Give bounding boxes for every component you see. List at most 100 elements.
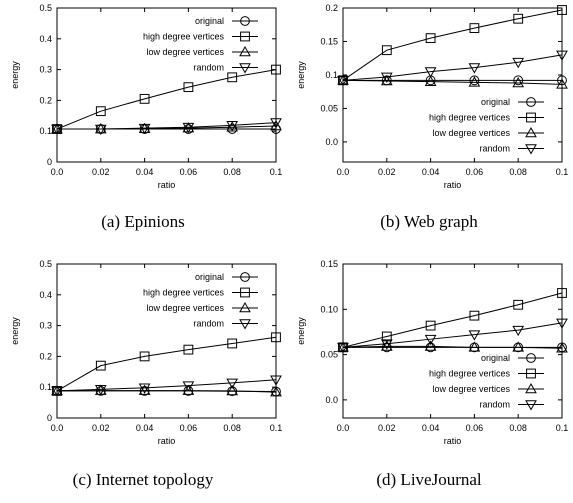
legend-marker-triangle-up bbox=[239, 45, 251, 57]
x-tick-label: 0.06 bbox=[180, 423, 198, 433]
data-point-square bbox=[95, 360, 106, 371]
legend-label: original bbox=[481, 97, 510, 107]
x-tick-label: 0.1 bbox=[556, 423, 569, 433]
data-point-triangle-down bbox=[337, 76, 349, 87]
data-point-square bbox=[183, 344, 194, 355]
x-tick-label: 0.08 bbox=[223, 423, 241, 433]
y-tick-label: 0.2 bbox=[39, 351, 52, 361]
legend-marker-circle bbox=[240, 16, 250, 26]
x-tick-label: 0.04 bbox=[136, 423, 154, 433]
series-line-square bbox=[342, 292, 563, 348]
series-line-triangle-down bbox=[57, 122, 277, 130]
data-point-triangle-down bbox=[380, 72, 393, 83]
data-point-circle bbox=[557, 75, 567, 86]
legend-marker-triangle-up bbox=[525, 382, 537, 394]
data-point-triangle-up bbox=[556, 78, 568, 89]
series-line-square bbox=[56, 336, 277, 392]
y-tick-label: 0.1 bbox=[325, 70, 338, 80]
data-point-triangle-down bbox=[138, 383, 151, 394]
legend-marker-triangle-down bbox=[525, 400, 537, 411]
data-point-triangle-up bbox=[94, 123, 107, 134]
legend-marker-triangle-down bbox=[525, 144, 537, 155]
data-point-triangle-down bbox=[424, 67, 437, 78]
y-tick-label: 0.05 bbox=[320, 350, 338, 360]
x-tick-label: 0.0 bbox=[337, 167, 350, 177]
x-tick-label: 0.02 bbox=[92, 167, 110, 177]
x-axis-label: ratio bbox=[444, 436, 462, 446]
legend-marker-square bbox=[240, 31, 250, 42]
legend-marker-triangle-up bbox=[239, 301, 251, 313]
data-point-square bbox=[271, 332, 281, 343]
chart-panel-b: 0.0 0.02 0.04 0.06 0.08 0.1 0.0 0.05 0.1 0.15 0.2 r… bbox=[286, 0, 572, 210]
legend-label: original bbox=[195, 16, 224, 26]
x-tick-label: 0.02 bbox=[92, 423, 110, 433]
data-point-triangle-down bbox=[226, 378, 239, 389]
data-point-square bbox=[469, 23, 480, 33]
legend-marker-square bbox=[526, 112, 536, 123]
series-line-triangle-up bbox=[342, 345, 563, 349]
data-point-triangle-down bbox=[270, 118, 282, 129]
data-point-triangle-down bbox=[468, 330, 481, 341]
legend-label: random bbox=[193, 319, 224, 329]
legend-marker-triangle-up bbox=[525, 126, 537, 138]
data-point-triangle-down bbox=[51, 124, 63, 136]
data-point-square bbox=[227, 338, 238, 349]
x-tick-label: 0.0 bbox=[337, 423, 350, 433]
legend-label: high degree vertices bbox=[143, 32, 225, 42]
plot-frame bbox=[56, 263, 277, 419]
caption-d: (d) LiveJournal bbox=[376, 470, 482, 489]
y-tick-label: 0.05 bbox=[320, 103, 338, 113]
data-point-square bbox=[557, 5, 567, 15]
data-point-square bbox=[381, 45, 392, 56]
x-tick-label: 0.0 bbox=[51, 423, 64, 433]
legend-label: high degree vertices bbox=[429, 369, 511, 379]
series-line-triangle-up bbox=[56, 390, 277, 393]
data-point-triangle-up bbox=[424, 340, 437, 351]
plot-frame bbox=[56, 7, 277, 163]
legend-label: original bbox=[481, 353, 510, 363]
data-point-triangle-up bbox=[182, 384, 195, 395]
data-point-square bbox=[425, 320, 436, 331]
x-tick-label: 0.04 bbox=[422, 423, 440, 433]
data-point-square bbox=[513, 299, 524, 310]
y-tick-label: 0.5 bbox=[39, 259, 52, 269]
chart-svg: 0.0 0.02 0.04 0.06 0.08 0.1 0 0.1 0.2 0.3 0.4 0.5 ra… bbox=[10, 259, 283, 446]
data-point-triangle-up bbox=[468, 341, 481, 352]
series-line-triangle-down bbox=[342, 322, 563, 348]
chart-panel-a: 0.0 0.02 0.04 0.06 0.08 0.1 0 0.1 0.2 0.3 0.4 0.5 ra… bbox=[0, 0, 286, 210]
legend-label: random bbox=[193, 63, 224, 73]
y-tick-label: 0.15 bbox=[320, 36, 338, 46]
x-tick-label: 0.1 bbox=[270, 167, 283, 177]
data-point-square bbox=[425, 33, 436, 44]
data-point-square bbox=[227, 72, 238, 83]
data-point-triangle-down bbox=[468, 63, 481, 74]
legend-marker-triangle-down bbox=[239, 63, 251, 74]
data-point-triangle-down bbox=[182, 122, 195, 134]
chart-svg: 0.0 0.02 0.04 0.06 0.08 0.1 0.0 0.05 0.10 0.15 rat… bbox=[296, 259, 569, 446]
data-point-triangle-down bbox=[337, 343, 349, 354]
data-point-triangle-up bbox=[51, 123, 63, 134]
data-point-square bbox=[183, 82, 194, 93]
caption-c: (c) Internet topology bbox=[72, 470, 214, 489]
data-point-square bbox=[95, 106, 106, 117]
data-point-triangle-up bbox=[512, 341, 525, 352]
y-tick-label: 0.4 bbox=[39, 34, 52, 44]
legend-marker-circle bbox=[240, 272, 250, 282]
data-point-circle bbox=[469, 75, 480, 86]
x-axis-label: ratio bbox=[158, 436, 176, 446]
plot-frame bbox=[342, 7, 563, 163]
series-line-triangle-down bbox=[342, 54, 563, 81]
y-axis-label: energy bbox=[10, 317, 20, 345]
x-axis-label: ratio bbox=[158, 180, 176, 190]
data-point-triangle-up bbox=[424, 75, 437, 86]
series-line-square bbox=[342, 9, 563, 81]
x-tick-label: 0.1 bbox=[270, 423, 283, 433]
data-point-triangle-up bbox=[270, 386, 282, 397]
x-tick-label: 0.04 bbox=[136, 167, 154, 177]
y-axis-label: energy bbox=[296, 61, 306, 89]
data-point-circle bbox=[425, 342, 436, 353]
data-point-triangle-up bbox=[51, 384, 63, 396]
x-tick-label: 0.06 bbox=[466, 167, 484, 177]
legend-label: random bbox=[479, 400, 510, 410]
